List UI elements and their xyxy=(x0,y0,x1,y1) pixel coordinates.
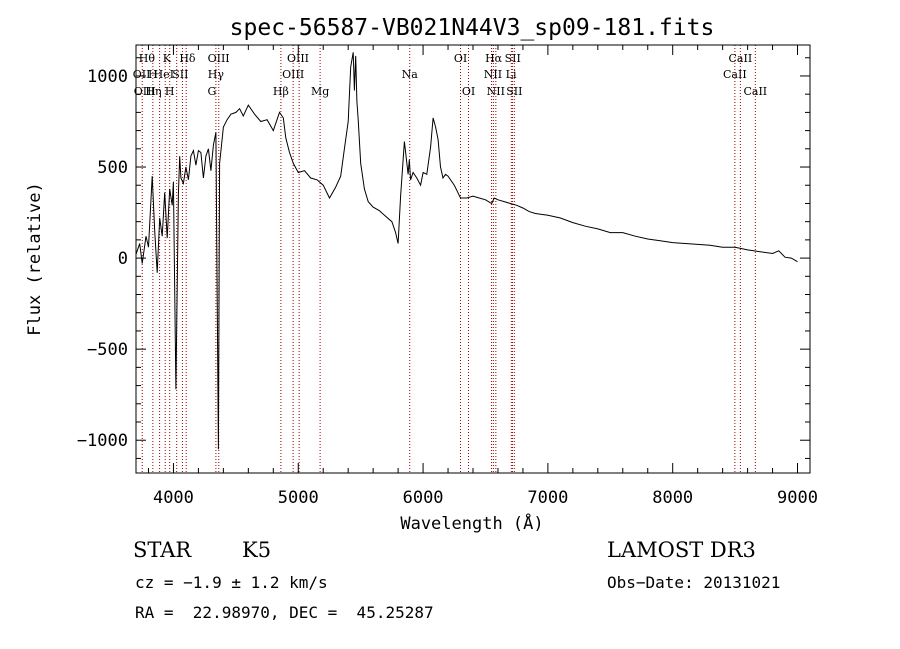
line-label: OI xyxy=(462,85,475,98)
axis-ticks: 4000 5000 6000 7000 8000 9000 −1000 −500 0 500 100… xyxy=(77,45,818,508)
line-label: NII xyxy=(487,85,505,98)
line-label: Hβ xyxy=(273,85,289,98)
chart-title: spec-56587-VB021N44V3_sp09-181.fits xyxy=(230,15,715,41)
line-label: SII xyxy=(505,52,521,65)
line-label: OIII xyxy=(287,52,309,65)
emission-line-markers xyxy=(141,45,756,473)
y-tick-label: 0 xyxy=(118,249,128,269)
plot-frame xyxy=(135,44,811,474)
line-label: Hα xyxy=(485,52,503,65)
line-label: Mg xyxy=(311,85,329,98)
x-axis-label: Wavelength (Å) xyxy=(400,512,543,534)
line-label: Hθ xyxy=(139,52,156,65)
line-label: Hδ xyxy=(179,52,196,65)
line-label: CaII xyxy=(743,85,767,98)
line-label: SII xyxy=(506,85,522,98)
line-label: Li xyxy=(506,68,517,81)
line-label: CaII xyxy=(723,68,747,81)
line-label: K xyxy=(163,52,172,65)
line-label: OII xyxy=(133,68,151,81)
y-tick-label: −1000 xyxy=(77,431,128,451)
line-label: Na xyxy=(402,68,419,81)
line-label: H xyxy=(165,85,175,98)
x-tick-label: 9000 xyxy=(777,488,818,508)
line-label: CaII xyxy=(729,52,753,65)
x-tick-label: 6000 xyxy=(403,488,444,508)
survey-name: LAMOST DR3 xyxy=(607,538,756,562)
y-tick-label: 500 xyxy=(97,158,128,178)
obs-date: Obs−Date: 20131021 xyxy=(607,573,781,592)
y-axis-label: Flux (relative) xyxy=(25,182,45,336)
x-tick-label: 4000 xyxy=(153,488,194,508)
coordinates-readout: RA = 22.98970, DEC = 45.25287 xyxy=(135,603,434,622)
spectrum-line xyxy=(135,52,798,450)
line-label: HeI xyxy=(154,68,174,81)
line-label: OI xyxy=(454,52,467,65)
y-tick-label: −500 xyxy=(87,340,128,360)
object-subclass: K5 xyxy=(242,538,272,562)
object-class: STAR xyxy=(133,538,192,562)
line-label: H xyxy=(148,68,158,81)
redshift-readout: cz = −1.9 ± 1.2 km/s xyxy=(135,573,328,592)
y-tick-label: 1000 xyxy=(87,67,128,87)
x-tick-label: 5000 xyxy=(278,488,319,508)
line-label: OIII xyxy=(282,68,304,81)
line-label: SII xyxy=(172,68,188,81)
line-label: Hη xyxy=(145,85,161,98)
line-label: NII xyxy=(484,68,502,81)
line-label: OIII xyxy=(134,85,156,98)
line-label: G xyxy=(207,85,216,98)
line-label: OIII xyxy=(208,52,230,65)
x-tick-label: 7000 xyxy=(527,488,568,508)
x-tick-label: 8000 xyxy=(652,488,693,508)
line-label: Hγ xyxy=(208,68,225,81)
